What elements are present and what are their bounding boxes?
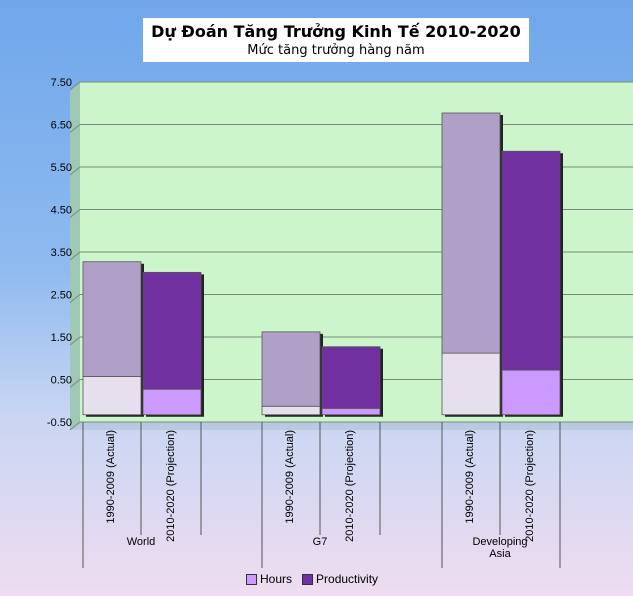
x-category-label: 2010-2020 (Projection) — [524, 430, 536, 542]
gridline-wall — [69, 421, 81, 431]
x-category-label: 1990-2009 (Actual) — [284, 430, 296, 524]
gridline-wall — [69, 124, 81, 133]
legend-swatch-productivity — [302, 573, 314, 585]
bar-hours — [441, 352, 501, 416]
x-category-label: 1990-2009 (Actual) — [105, 430, 117, 524]
bar-productivity — [441, 112, 501, 354]
legend-label-productivity: Productivity — [316, 572, 379, 586]
gridline-wall — [69, 294, 81, 303]
bar-productivity — [261, 331, 321, 407]
bar-productivity — [501, 150, 561, 371]
y-tick-label: 2.50 — [51, 290, 72, 302]
x-category-label: 2010-2020 (Projection) — [165, 430, 177, 542]
y-tick-label: 4.50 — [51, 205, 72, 217]
y-tick-label: -0.50 — [47, 417, 72, 429]
y-tick-label: 3.50 — [51, 247, 72, 259]
bar-productivity — [321, 346, 381, 409]
legend-item-productivity: Productivity — [302, 572, 378, 586]
x-group-label: Developing — [472, 536, 527, 548]
gridline-wall — [69, 209, 81, 218]
y-tick-label: 6.50 — [51, 120, 72, 132]
bar-hours — [142, 388, 202, 416]
legend-swatch-hours — [246, 573, 257, 585]
legend-label-hours: Hours — [260, 572, 293, 586]
legend: Hours Productivity — [246, 572, 388, 586]
gridline-wall — [69, 336, 81, 346]
y-tick-label: 5.50 — [51, 162, 72, 174]
bar-productivity — [82, 261, 142, 377]
legend-item-hours: Hours — [246, 572, 292, 586]
gridline-wall — [69, 379, 81, 388]
x-group-label: Asia — [489, 548, 511, 560]
x-group-label: G7 — [313, 536, 328, 548]
x-category-label: 1990-2009 (Actual) — [464, 430, 476, 524]
y-tick-label: 0.50 — [51, 375, 72, 387]
gridline-wall — [69, 251, 81, 261]
bar-hours — [261, 405, 321, 416]
chart-title: Dự Đoán Tăng Trưởng Kinh Tế 2010-2020 — [151, 22, 521, 41]
chart-subtitle: Mức tăng trưởng hàng năm — [247, 43, 425, 58]
bar-hours — [501, 369, 561, 416]
y-tick-label: 7.50 — [51, 77, 72, 89]
plot-floor — [70, 422, 633, 430]
bar-hours — [321, 407, 381, 416]
y-tick-label: 1.50 — [51, 332, 72, 344]
bar-hours — [82, 376, 142, 416]
chart-title-box: Dự Đoán Tăng Trưởng Kinh Tế 2010-2020 Mứ… — [143, 18, 529, 62]
gridline-wall — [69, 81, 81, 91]
bar-productivity — [142, 271, 202, 390]
x-category-label: 2010-2020 (Projection) — [344, 430, 356, 542]
x-group-label: World — [127, 536, 156, 548]
gridline-wall — [69, 166, 81, 176]
